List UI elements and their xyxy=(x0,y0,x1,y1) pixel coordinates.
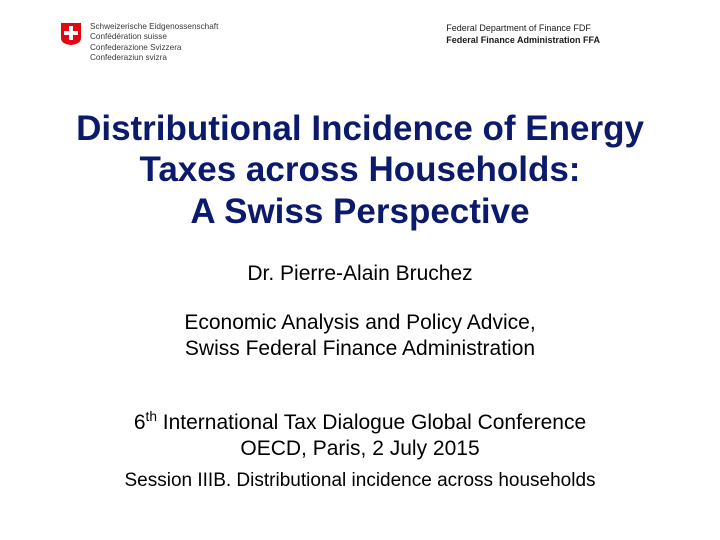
department-text: Federal Department of Finance FDF Federa… xyxy=(446,22,660,46)
title-line-2: Taxes across Households: xyxy=(20,149,700,190)
session-line: Session IIIB. Distributional incidence a… xyxy=(0,470,720,492)
conference-line-2: OECD, Paris, 2 July 2015 xyxy=(0,436,720,462)
slide-title: Distributional Incidence of Energy Taxes… xyxy=(0,108,720,232)
confederation-names: Schweizerische Eidgenossenschaft Confédé… xyxy=(90,22,218,63)
affiliation-line-1: Economic Analysis and Policy Advice, xyxy=(0,310,720,336)
confederation-logo-block: Schweizerische Eidgenossenschaft Confédé… xyxy=(60,22,218,63)
dept-line-2: Federal Finance Administration FFA xyxy=(446,34,600,46)
slide-header: Schweizerische Eidgenossenschaft Confédé… xyxy=(60,22,660,63)
swiss-shield-icon xyxy=(60,22,82,46)
affiliation-block: Economic Analysis and Policy Advice, Swi… xyxy=(0,310,720,363)
affiliation-line-2: Swiss Federal Finance Administration xyxy=(0,336,720,362)
conference-block: 6th International Tax Dialogue Global Co… xyxy=(0,408,720,463)
title-line-1: Distributional Incidence of Energy xyxy=(20,108,700,149)
title-line-3: A Swiss Perspective xyxy=(20,191,700,232)
conference-line-1: 6th International Tax Dialogue Global Co… xyxy=(0,408,720,436)
author-name: Dr. Pierre-Alain Bruchez xyxy=(0,262,720,286)
dept-line-1: Federal Department of Finance FDF xyxy=(446,22,600,34)
